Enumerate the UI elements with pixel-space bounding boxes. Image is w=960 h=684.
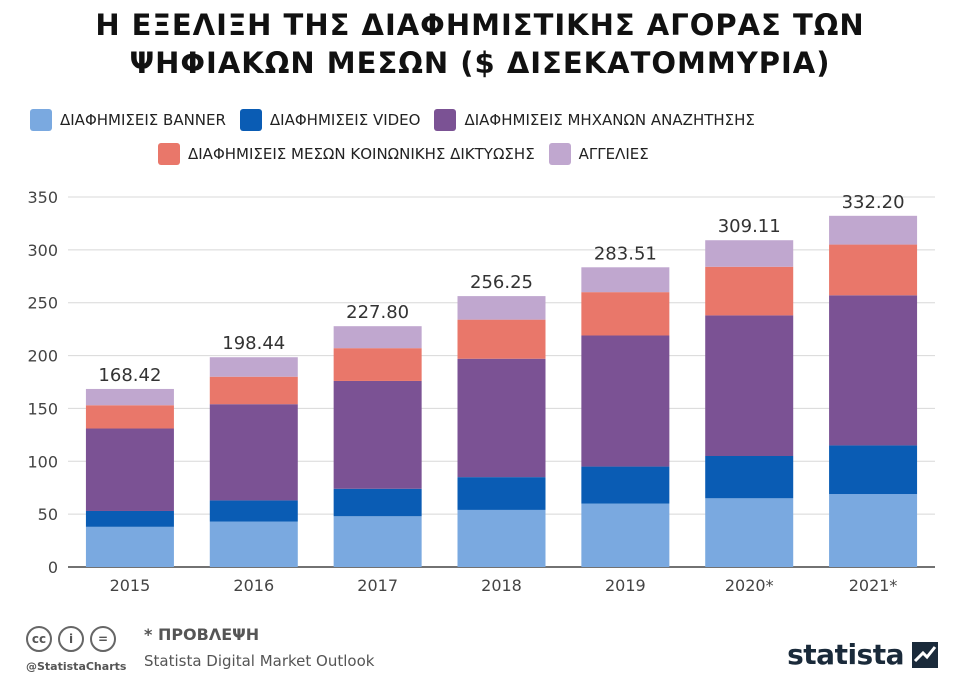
bar-segment: [85, 428, 174, 511]
bar-segment: [85, 405, 174, 429]
bar-segment: [829, 494, 918, 567]
legend-item-search: ΔΙΑΦΗΜΙΣΕΙΣ ΜΗΧΑΝΩΝ ΑΝΑΖΗΤΗΣΗΣ: [434, 109, 755, 131]
source-text: Statista Digital Market Outlook: [144, 652, 375, 670]
legend: ΔΙΑΦΗΜΙΣΕΙΣ BANNER ΔΙΑΦΗΜΙΣΕΙΣ VIDEO ΔΙΑ…: [30, 104, 955, 170]
bar-segment: [85, 526, 174, 567]
bar-segment: [209, 357, 298, 377]
statista-logo: statista: [787, 638, 938, 671]
x-tick-label: 2016: [233, 576, 274, 595]
y-tick-label: 200: [27, 347, 58, 366]
legend-swatch-social: [158, 143, 180, 165]
bar-segment: [829, 295, 918, 446]
data-label: 309.11: [718, 216, 781, 237]
bar-segment: [457, 509, 546, 567]
stacked-bar-chart: 0 50 100 150 200 250 300 350 168.42 2015 198.44 201…: [27, 188, 935, 595]
creative-commons-icon: cc: [26, 626, 52, 652]
bar-segment: [209, 404, 298, 501]
twitter-handle: @StatistaCharts: [26, 660, 127, 673]
legend-row-2: ΔΙΑΦΗΜΙΣΕΙΣ ΜΕΣΩΝ ΚΟΙΝΩΝΙΚΗΣ ΔΙΚΤΥΩΣΗΣ Α…: [30, 138, 955, 170]
x-tick-label: 2020*: [725, 576, 774, 595]
bar-segment: [333, 380, 422, 489]
bar-segment: [209, 521, 298, 567]
data-label: 198.44: [222, 333, 285, 354]
y-tick-label: 350: [27, 188, 58, 207]
bar-segment: [829, 215, 918, 245]
bar-segment: [457, 477, 546, 510]
x-tick-label: 2017: [357, 576, 398, 595]
bar-segment: [581, 292, 670, 336]
data-label: 256.25: [470, 272, 533, 293]
attribution-icon: i: [58, 626, 84, 652]
bar-segment: [209, 500, 298, 522]
bar-segment: [457, 319, 546, 359]
bar-segment: [581, 503, 670, 567]
bar-segment: [85, 388, 174, 406]
data-label: 283.51: [594, 243, 657, 264]
bar-segment: [705, 456, 794, 499]
y-tick-label: 150: [27, 399, 58, 418]
x-tick-label: 2021*: [849, 576, 898, 595]
bar-segment: [333, 326, 422, 349]
legend-swatch-search: [434, 109, 457, 131]
statista-wordmark: statista: [787, 638, 904, 671]
legend-label-search: ΔΙΑΦΗΜΙΣΕΙΣ ΜΗΧΑΝΩΝ ΑΝΑΖΗΤΗΣΗΣ: [464, 111, 755, 129]
chart-title-line-2: ΨΗΦΙΑΚΩΝ ΜΕΣΩΝ ($ ΔΙΣΕΚΑΤΟΜΜΥΡΙΑ): [129, 46, 831, 80]
legend-label-video: ΔΙΑΦΗΜΙΣΕΙΣ VIDEO: [269, 111, 421, 129]
bar-segment: [457, 296, 546, 320]
license-block: cc i = @StatistaCharts: [26, 626, 146, 676]
bar-segment: [333, 488, 422, 517]
x-tick-label: 2015: [110, 576, 151, 595]
legend-item-banner: ΔΙΑΦΗΜΙΣΕΙΣ BANNER: [30, 109, 226, 131]
x-tick-label: 2019: [605, 576, 646, 595]
legend-label-banner: ΔΙΑΦΗΜΙΣΕΙΣ BANNER: [60, 111, 226, 129]
y-tick-label: 250: [27, 294, 58, 313]
bar-segment: [457, 358, 546, 478]
bar-segment: [705, 240, 794, 267]
bar-segment: [705, 315, 794, 456]
bar-segment: [333, 348, 422, 381]
legend-swatch-video: [239, 109, 262, 131]
bar-segment: [705, 266, 794, 316]
no-derivatives-icon: =: [90, 626, 116, 652]
bar-segment: [333, 516, 422, 567]
data-label: 227.80: [346, 302, 409, 323]
legend-swatch-banner: [30, 109, 52, 131]
chart-title: Η ΕΞΕΛΙΞΗ ΤΗΣ ΔΙΑΦΗΜΙΣΤΙΚΗΣ ΑΓΟΡΑΣ ΤΩΝ Ψ…: [0, 6, 960, 82]
legend-label-classifieds: ΑΓΓΕΛΙΕΣ: [578, 145, 649, 163]
y-tick-label: 0: [48, 558, 58, 577]
legend-item-video: ΔΙΑΦΗΜΙΣΕΙΣ VIDEO: [239, 109, 421, 131]
data-label: 332.20: [842, 192, 905, 213]
y-tick-label: 50: [38, 505, 58, 524]
y-tick-label: 300: [27, 241, 58, 260]
bar-segment: [209, 376, 298, 405]
bar-segment: [581, 267, 670, 293]
legend-item-classifieds: ΑΓΓΕΛΙΕΣ: [548, 143, 649, 165]
bar-segment: [829, 445, 918, 495]
bar-segment: [829, 244, 918, 296]
y-tick-label: 100: [27, 452, 58, 471]
x-tick-label: 2018: [481, 576, 522, 595]
forecast-note: * ΠΡΟΒΛΕΨΗ: [144, 625, 260, 644]
legend-label-social: ΔΙΑΦΗΜΙΣΕΙΣ ΜΕΣΩΝ ΚΟΙΝΩΝΙΚΗΣ ΔΙΚΤΥΩΣΗΣ: [188, 145, 535, 163]
legend-item-social: ΔΙΑΦΗΜΙΣΕΙΣ ΜΕΣΩΝ ΚΟΙΝΩΝΙΚΗΣ ΔΙΚΤΥΩΣΗΣ: [158, 143, 535, 165]
bar-segment: [581, 335, 670, 467]
bar-segment: [581, 466, 670, 504]
data-label: 168.42: [98, 365, 161, 386]
legend-row-1: ΔΙΑΦΗΜΙΣΕΙΣ BANNER ΔΙΑΦΗΜΙΣΕΙΣ VIDEO ΔΙΑ…: [30, 104, 955, 136]
legend-swatch-classifieds: [548, 143, 571, 165]
statista-logo-icon: [912, 641, 938, 668]
cc-icons: cc i =: [26, 626, 146, 652]
bar-segment: [85, 510, 174, 527]
bar-segment: [705, 498, 794, 567]
chart-title-line-1: Η ΕΞΕΛΙΞΗ ΤΗΣ ΔΙΑΦΗΜΙΣΤΙΚΗΣ ΑΓΟΡΑΣ ΤΩΝ: [95, 8, 865, 42]
